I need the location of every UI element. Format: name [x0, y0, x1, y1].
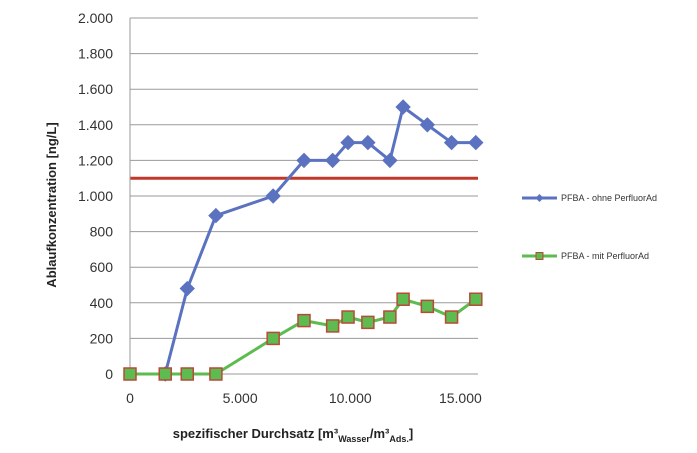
- y-tick-label: 1.000: [78, 188, 113, 204]
- data-point: [296, 152, 312, 169]
- data-point: [179, 280, 195, 297]
- data-point: [341, 310, 355, 324]
- data-point: [419, 117, 436, 133]
- data-point: [266, 331, 280, 346]
- series-group: [123, 99, 484, 382]
- legend-marker: [535, 252, 544, 260]
- x-axis-title-sub-ads: Ads.: [389, 434, 409, 444]
- x-axis-title-mid: /m³: [370, 426, 390, 441]
- data-point: [325, 319, 340, 333]
- y-tick-label: 1.600: [78, 81, 113, 97]
- legend-label: PFBA - ohne PerfluorAd: [561, 193, 657, 203]
- tick-labels: 0 200 400 600 800 1.000 1.200 1.400 1.600 1.800 2.…: [78, 10, 482, 406]
- data-point: [208, 207, 224, 224]
- y-tick-label: 1.400: [78, 117, 113, 133]
- y-tick-label: 1.800: [78, 46, 113, 62]
- legend: PFBA - ohne PerfluorAd PFBA - mit Perfluo…: [522, 193, 657, 261]
- legend-item-1: PFBA - ohne PerfluorAd: [522, 193, 657, 203]
- data-point: [382, 152, 398, 169]
- data-point: [361, 315, 375, 330]
- y-tick-label: 1.200: [78, 152, 113, 168]
- data-point: [443, 134, 460, 151]
- legend-item-2: PFBA - mit PerfluorAd: [522, 251, 649, 261]
- data-point: [180, 367, 195, 381]
- x-axis-title-sub-water: Wasser: [338, 434, 370, 444]
- data-point: [396, 292, 410, 306]
- y-tick-label: 800: [90, 224, 114, 240]
- y-tick-label: 200: [90, 330, 114, 346]
- data-point: [383, 310, 397, 324]
- data-point: [123, 367, 137, 381]
- data-point: [340, 134, 356, 151]
- data-point: [420, 299, 435, 314]
- x-axis-title-main: spezifischer Durchsatz [m³: [173, 426, 339, 441]
- x-axis-title: spezifischer Durchsatz [m³Wasser/m³Ads.]: [173, 426, 413, 444]
- data-point: [360, 134, 376, 151]
- y-tick-label: 600: [90, 259, 114, 275]
- data-point: [444, 310, 459, 324]
- data-point: [395, 99, 411, 115]
- y-tick-label: 400: [90, 295, 114, 311]
- legend-marker: [535, 194, 544, 202]
- data-point: [324, 152, 341, 169]
- data-point: [297, 313, 311, 328]
- data-point: [469, 292, 483, 306]
- x-tick-label: 10.000: [329, 390, 372, 406]
- x-tick-label: 5.000: [223, 390, 258, 406]
- data-point: [468, 134, 484, 151]
- x-tick-label: 15.000: [439, 390, 482, 406]
- y-axis-title: Ablaufkonzentration [ng/L]: [44, 122, 59, 287]
- data-point: [158, 367, 172, 381]
- legend-label: PFBA - mit PerfluorAd: [561, 251, 649, 261]
- series-1: [157, 99, 484, 382]
- y-tick-label: 2.000: [78, 10, 113, 26]
- data-point: [209, 367, 223, 381]
- x-axis-title-end: ]: [409, 426, 413, 441]
- x-tick-label: 0: [126, 390, 134, 406]
- y-tick-label: 0: [105, 366, 113, 382]
- series-2: [123, 292, 483, 381]
- series-line: [163, 105, 476, 375]
- data-point: [265, 188, 281, 204]
